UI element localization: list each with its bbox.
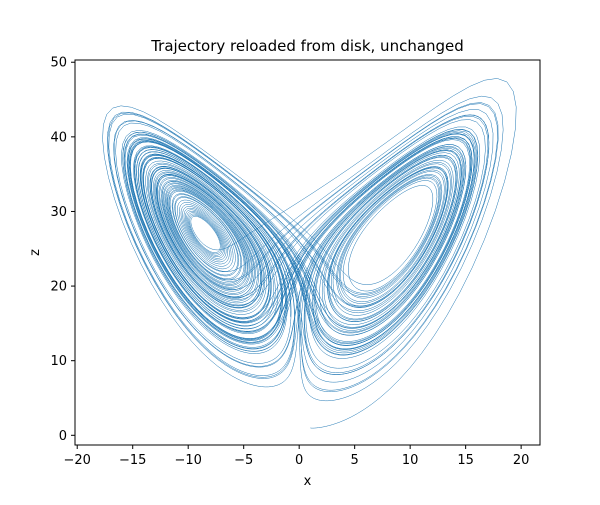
y-tick-label: 0	[59, 429, 67, 444]
x-tick-label: 5	[351, 453, 359, 468]
y-axis: 0 10 20 30 40 50	[50, 56, 75, 444]
x-tick-label: 0	[295, 453, 303, 468]
x-tick-label: −15	[119, 453, 146, 468]
x-axis: −20 −15 −10 −5 0 5 10 15 20	[64, 445, 530, 468]
x-tick-label: −20	[64, 453, 91, 468]
y-tick-label: 50	[50, 56, 67, 71]
x-tick-label: 15	[457, 453, 474, 468]
x-tick-label: −5	[234, 453, 253, 468]
y-tick-label: 20	[50, 280, 67, 295]
plot-frame	[74, 59, 541, 446]
y-tick-label: 10	[50, 354, 67, 369]
y-axis-label: z	[28, 249, 43, 256]
x-tick-label: 10	[402, 453, 419, 468]
y-tick-label: 40	[50, 130, 67, 145]
x-axis-label: x	[304, 474, 312, 489]
trajectory-line	[102, 78, 517, 429]
y-tick-label: 30	[50, 205, 67, 220]
x-tick-label: 20	[513, 453, 530, 468]
x-tick-label: −10	[174, 453, 201, 468]
chart-title: Trajectory reloaded from disk, unchanged	[150, 37, 464, 55]
series-layer	[102, 78, 517, 429]
